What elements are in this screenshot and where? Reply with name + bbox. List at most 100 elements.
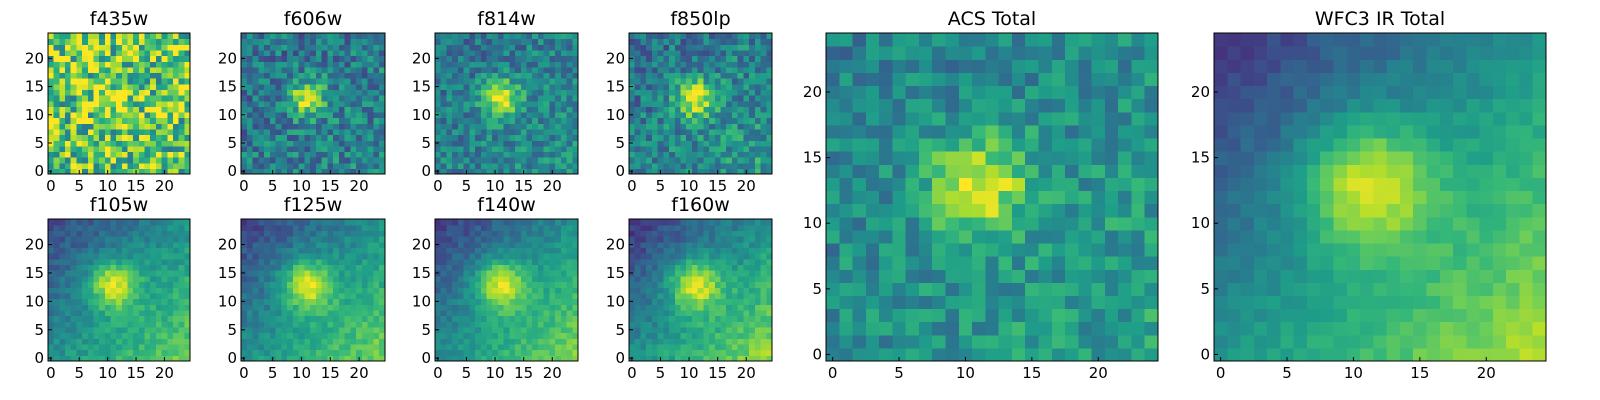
heatmap-cell	[669, 145, 676, 153]
heatmap-cell	[515, 78, 522, 85]
heatmap-cell	[155, 49, 163, 57]
heatmap-cell	[520, 117, 528, 124]
heatmap-cell	[463, 33, 470, 40]
heatmap-cell	[703, 343, 710, 351]
heatmap-cell	[178, 117, 185, 124]
heatmap-cell	[469, 95, 476, 102]
heatmap-cell	[298, 315, 305, 322]
heatmap-cell	[629, 33, 636, 40]
heatmap-cell	[697, 264, 704, 271]
heatmap-cell	[646, 275, 653, 283]
heatmap-cell	[76, 236, 83, 243]
heatmap-cell	[76, 162, 83, 169]
heatmap-cell	[509, 224, 516, 231]
heatmap-cell	[560, 33, 568, 40]
heatmap-cell	[327, 338, 334, 345]
heatmap-cell	[373, 258, 380, 266]
heatmap-cell	[703, 145, 710, 153]
heatmap-cell	[287, 72, 294, 79]
heatmap-cell	[726, 78, 733, 85]
panel-title-f435w: f435w	[90, 8, 149, 30]
heatmap-cell	[463, 134, 470, 141]
heatmap-cell	[566, 309, 573, 317]
heatmap-cell	[560, 38, 568, 45]
heatmap-cell	[116, 38, 123, 45]
heatmap-cell	[82, 349, 89, 356]
heatmap-cell	[121, 128, 129, 136]
heatmap-cell	[315, 343, 323, 351]
heatmap-cell	[714, 326, 722, 334]
heatmap-cell	[760, 168, 767, 175]
heatmap-cell	[121, 162, 129, 169]
heatmap-cell	[287, 349, 294, 356]
heatmap-cell	[53, 140, 60, 147]
heatmap-cell	[184, 78, 191, 85]
heatmap-cell	[737, 100, 744, 107]
heatmap-cell	[127, 241, 134, 248]
heatmap-cell	[760, 117, 767, 124]
heatmap-cell	[310, 89, 317, 96]
heatmap-cell	[560, 89, 568, 96]
heatmap-cell	[469, 145, 476, 153]
heatmap-cell	[269, 343, 277, 351]
heatmap-cell	[59, 326, 66, 334]
heatmap-cell	[281, 264, 288, 271]
heatmap-cell	[246, 61, 254, 68]
heatmap-cell	[264, 355, 271, 362]
heatmap-cell	[281, 157, 288, 164]
heatmap-cell	[669, 61, 676, 68]
heatmap-cell	[515, 134, 522, 141]
heatmap-cell	[537, 134, 545, 141]
heatmap-cell	[520, 332, 528, 339]
heatmap-cell	[144, 66, 151, 74]
heatmap-cell	[138, 106, 146, 113]
heatmap-cell	[486, 219, 493, 226]
heatmap-cell	[475, 66, 482, 74]
heatmap-cell	[686, 157, 693, 164]
heatmap-cell	[486, 241, 493, 248]
heatmap-cell	[315, 236, 323, 243]
heatmap-cell	[48, 224, 55, 231]
heatmap-cell	[674, 123, 682, 130]
heatmap-cell	[549, 258, 556, 266]
heatmap-cell	[53, 162, 60, 169]
heatmap-cell	[509, 134, 516, 141]
heatmap-cell	[549, 100, 556, 107]
heatmap-cell	[144, 270, 151, 277]
heatmap-cell	[315, 292, 323, 300]
heatmap-cell	[691, 298, 699, 305]
heatmap-cell	[566, 258, 573, 266]
heatmap-cell	[144, 281, 151, 288]
heatmap-cell	[646, 338, 653, 345]
heatmap-cell	[167, 55, 174, 62]
heatmap-cell	[252, 343, 259, 351]
heatmap-cell	[709, 281, 716, 288]
heatmap-cell	[766, 275, 773, 283]
heatmap-cell	[150, 145, 157, 153]
heatmap-cell	[287, 151, 294, 158]
heatmap-cell	[480, 33, 488, 40]
heatmap-cell	[674, 355, 682, 362]
heatmap-cell	[275, 38, 282, 45]
heatmap-cell	[697, 95, 704, 102]
heatmap-cell	[475, 304, 482, 311]
heatmap-cell	[492, 258, 499, 266]
heatmap-cell	[657, 38, 664, 45]
heatmap-cell	[116, 100, 123, 107]
heatmap-cell	[315, 61, 323, 68]
heatmap-cell	[315, 83, 323, 90]
heatmap-cell	[475, 241, 482, 248]
heatmap-cell	[446, 326, 453, 334]
heatmap-cell	[82, 55, 89, 62]
heatmap-cell	[703, 111, 710, 119]
heatmap-cell	[93, 168, 100, 175]
heatmap-cell	[315, 275, 323, 283]
heatmap-cell	[127, 253, 134, 260]
heatmap-cell	[674, 332, 682, 339]
heatmap-cell	[657, 49, 664, 57]
heatmap-cell	[315, 49, 323, 57]
heatmap-cell	[379, 230, 386, 237]
heatmap-cell	[172, 343, 180, 351]
heatmap-cell	[281, 162, 288, 169]
heatmap-cell	[298, 219, 305, 226]
